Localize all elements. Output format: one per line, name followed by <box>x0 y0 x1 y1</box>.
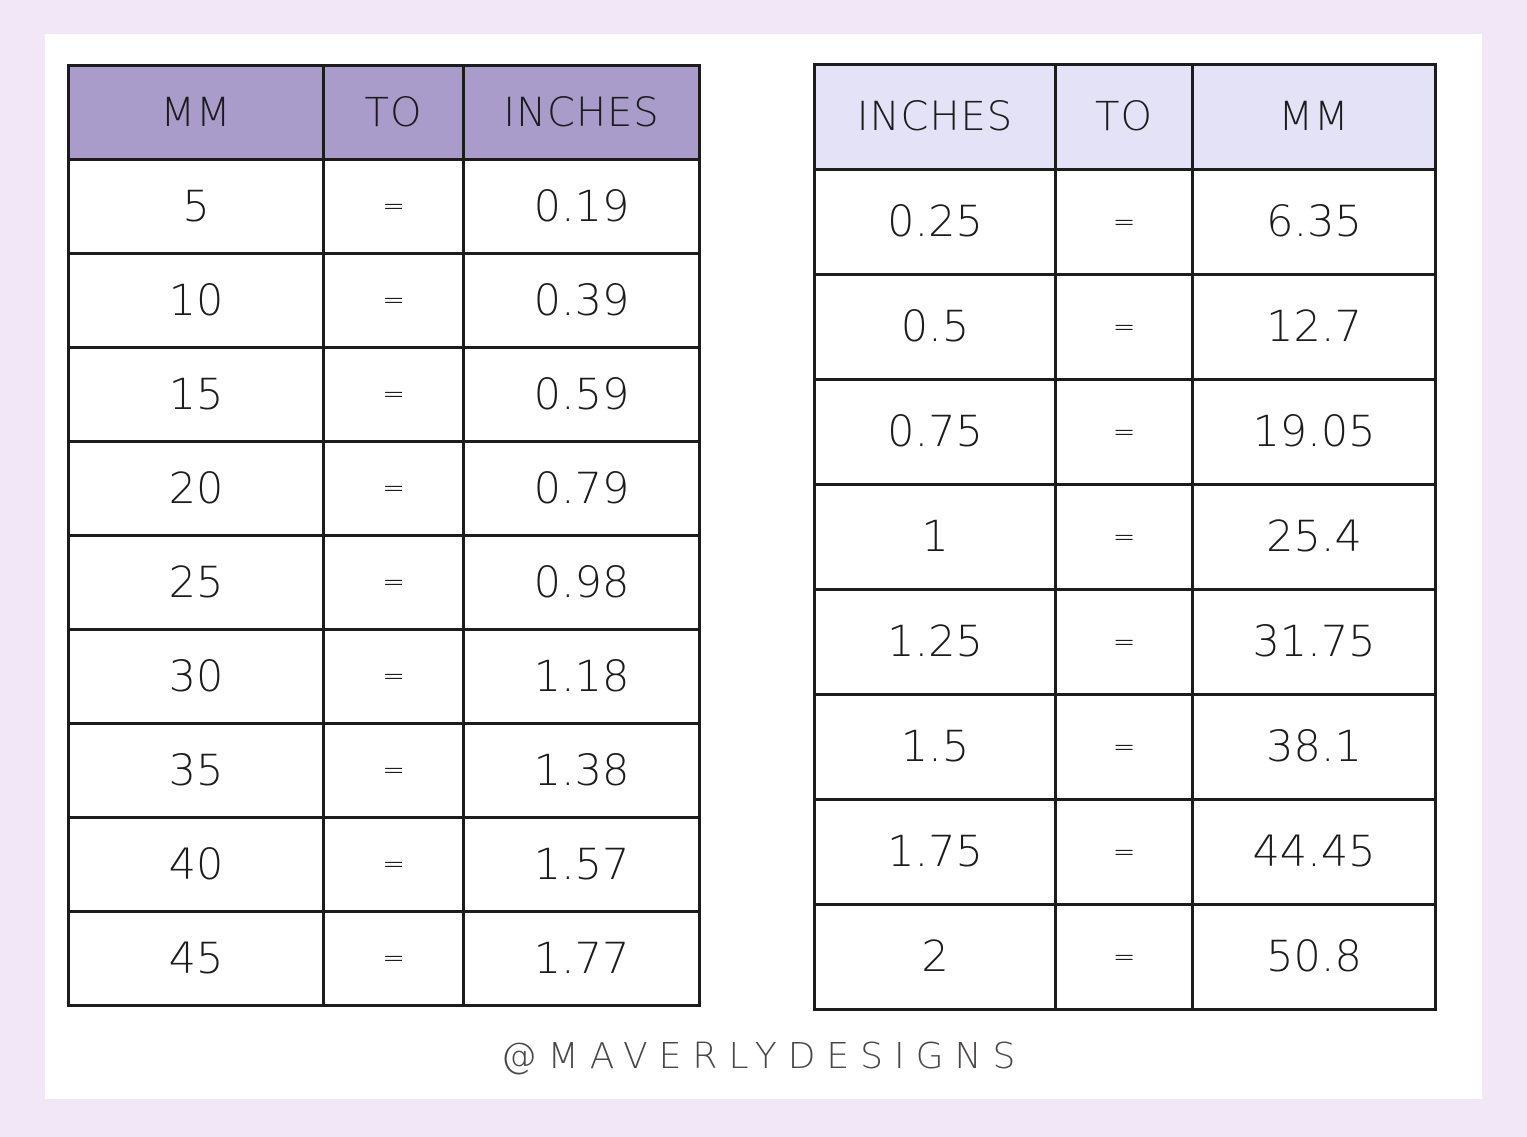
column-header-inches: INCHES <box>813 63 1057 171</box>
value-cell: 10 <box>67 252 325 349</box>
content-card: MM TO INCHES 5 = 0.19 10 = 0.39 15 = 0.59 20 = 0.79… <box>45 34 1482 1099</box>
value-cell: 1 <box>813 483 1057 591</box>
value-cell: 35 <box>67 722 325 819</box>
equals-cell: = <box>1054 168 1194 276</box>
value-cell: 0.5 <box>813 273 1057 381</box>
value-cell: 44.45 <box>1191 798 1437 906</box>
equals-cell: = <box>1054 273 1194 381</box>
value-cell: 0.79 <box>462 440 701 537</box>
value-cell: 25 <box>67 534 325 631</box>
table-row: 15 = 0.59 <box>67 346 701 443</box>
table-row: 25 = 0.98 <box>67 534 701 631</box>
equals-cell: = <box>322 346 465 443</box>
value-cell: 25.4 <box>1191 483 1437 591</box>
value-cell: 1.77 <box>462 910 701 1007</box>
value-cell: 30 <box>67 628 325 725</box>
table-row: 10 = 0.39 <box>67 252 701 349</box>
table-row: 45 = 1.77 <box>67 910 701 1007</box>
column-header-to: TO <box>1054 63 1194 171</box>
value-cell: 0.19 <box>462 158 701 255</box>
value-cell: 19.05 <box>1191 378 1437 486</box>
column-header-inches: INCHES <box>462 64 701 161</box>
value-cell: 1.38 <box>462 722 701 819</box>
value-cell: 6.35 <box>1191 168 1437 276</box>
value-cell: 2 <box>813 903 1057 1011</box>
equals-cell: = <box>322 910 465 1007</box>
table-row: 40 = 1.57 <box>67 816 701 913</box>
equals-cell: = <box>1054 588 1194 696</box>
equals-cell: = <box>1054 378 1194 486</box>
equals-cell: = <box>322 816 465 913</box>
equals-cell: = <box>322 252 465 349</box>
equals-cell: = <box>1054 483 1194 591</box>
equals-cell: = <box>1054 693 1194 801</box>
mm-to-inches-table: MM TO INCHES 5 = 0.19 10 = 0.39 15 = 0.59 20 = 0.79… <box>67 64 701 1007</box>
table-row: 1.25 = 31.75 <box>813 588 1437 696</box>
value-cell: 1.57 <box>462 816 701 913</box>
value-cell: 0.39 <box>462 252 701 349</box>
value-cell: 0.25 <box>813 168 1057 276</box>
equals-cell: = <box>1054 903 1194 1011</box>
table-header-row: MM TO INCHES <box>67 64 701 161</box>
equals-cell: = <box>1054 798 1194 906</box>
value-cell: 1.18 <box>462 628 701 725</box>
table-row: 1.75 = 44.45 <box>813 798 1437 906</box>
value-cell: 1.25 <box>813 588 1057 696</box>
credit-text: @MAVERLYDESIGNS <box>500 1036 1027 1077</box>
column-header-to: TO <box>322 64 465 161</box>
table-row: 30 = 1.18 <box>67 628 701 725</box>
table-row: 1 = 25.4 <box>813 483 1437 591</box>
table-row: 0.25 = 6.35 <box>813 168 1437 276</box>
table-row: 35 = 1.38 <box>67 722 701 819</box>
value-cell: 50.8 <box>1191 903 1437 1011</box>
equals-cell: = <box>322 440 465 537</box>
value-cell: 1.5 <box>813 693 1057 801</box>
value-cell: 40 <box>67 816 325 913</box>
value-cell: 0.59 <box>462 346 701 443</box>
column-header-mm: MM <box>67 64 325 161</box>
value-cell: 15 <box>67 346 325 443</box>
value-cell: 38.1 <box>1191 693 1437 801</box>
equals-cell: = <box>322 158 465 255</box>
value-cell: 31.75 <box>1191 588 1437 696</box>
table-row: 0.75 = 19.05 <box>813 378 1437 486</box>
equals-cell: = <box>322 722 465 819</box>
table-row: 1.5 = 38.1 <box>813 693 1437 801</box>
value-cell: 12.7 <box>1191 273 1437 381</box>
table-row: 2 = 50.8 <box>813 903 1437 1011</box>
table-header-row: INCHES TO MM <box>813 63 1437 171</box>
table-row: 5 = 0.19 <box>67 158 701 255</box>
value-cell: 0.75 <box>813 378 1057 486</box>
value-cell: 0.98 <box>462 534 701 631</box>
equals-cell: = <box>322 628 465 725</box>
value-cell: 1.75 <box>813 798 1057 906</box>
table-row: 0.5 = 12.7 <box>813 273 1437 381</box>
value-cell: 5 <box>67 158 325 255</box>
equals-cell: = <box>322 534 465 631</box>
inches-to-mm-table: INCHES TO MM 0.25 = 6.35 0.5 = 12.7 0.75 = 19.05… <box>813 63 1437 1011</box>
value-cell: 45 <box>67 910 325 1007</box>
value-cell: 20 <box>67 440 325 537</box>
column-header-mm: MM <box>1191 63 1437 171</box>
table-row: 20 = 0.79 <box>67 440 701 537</box>
